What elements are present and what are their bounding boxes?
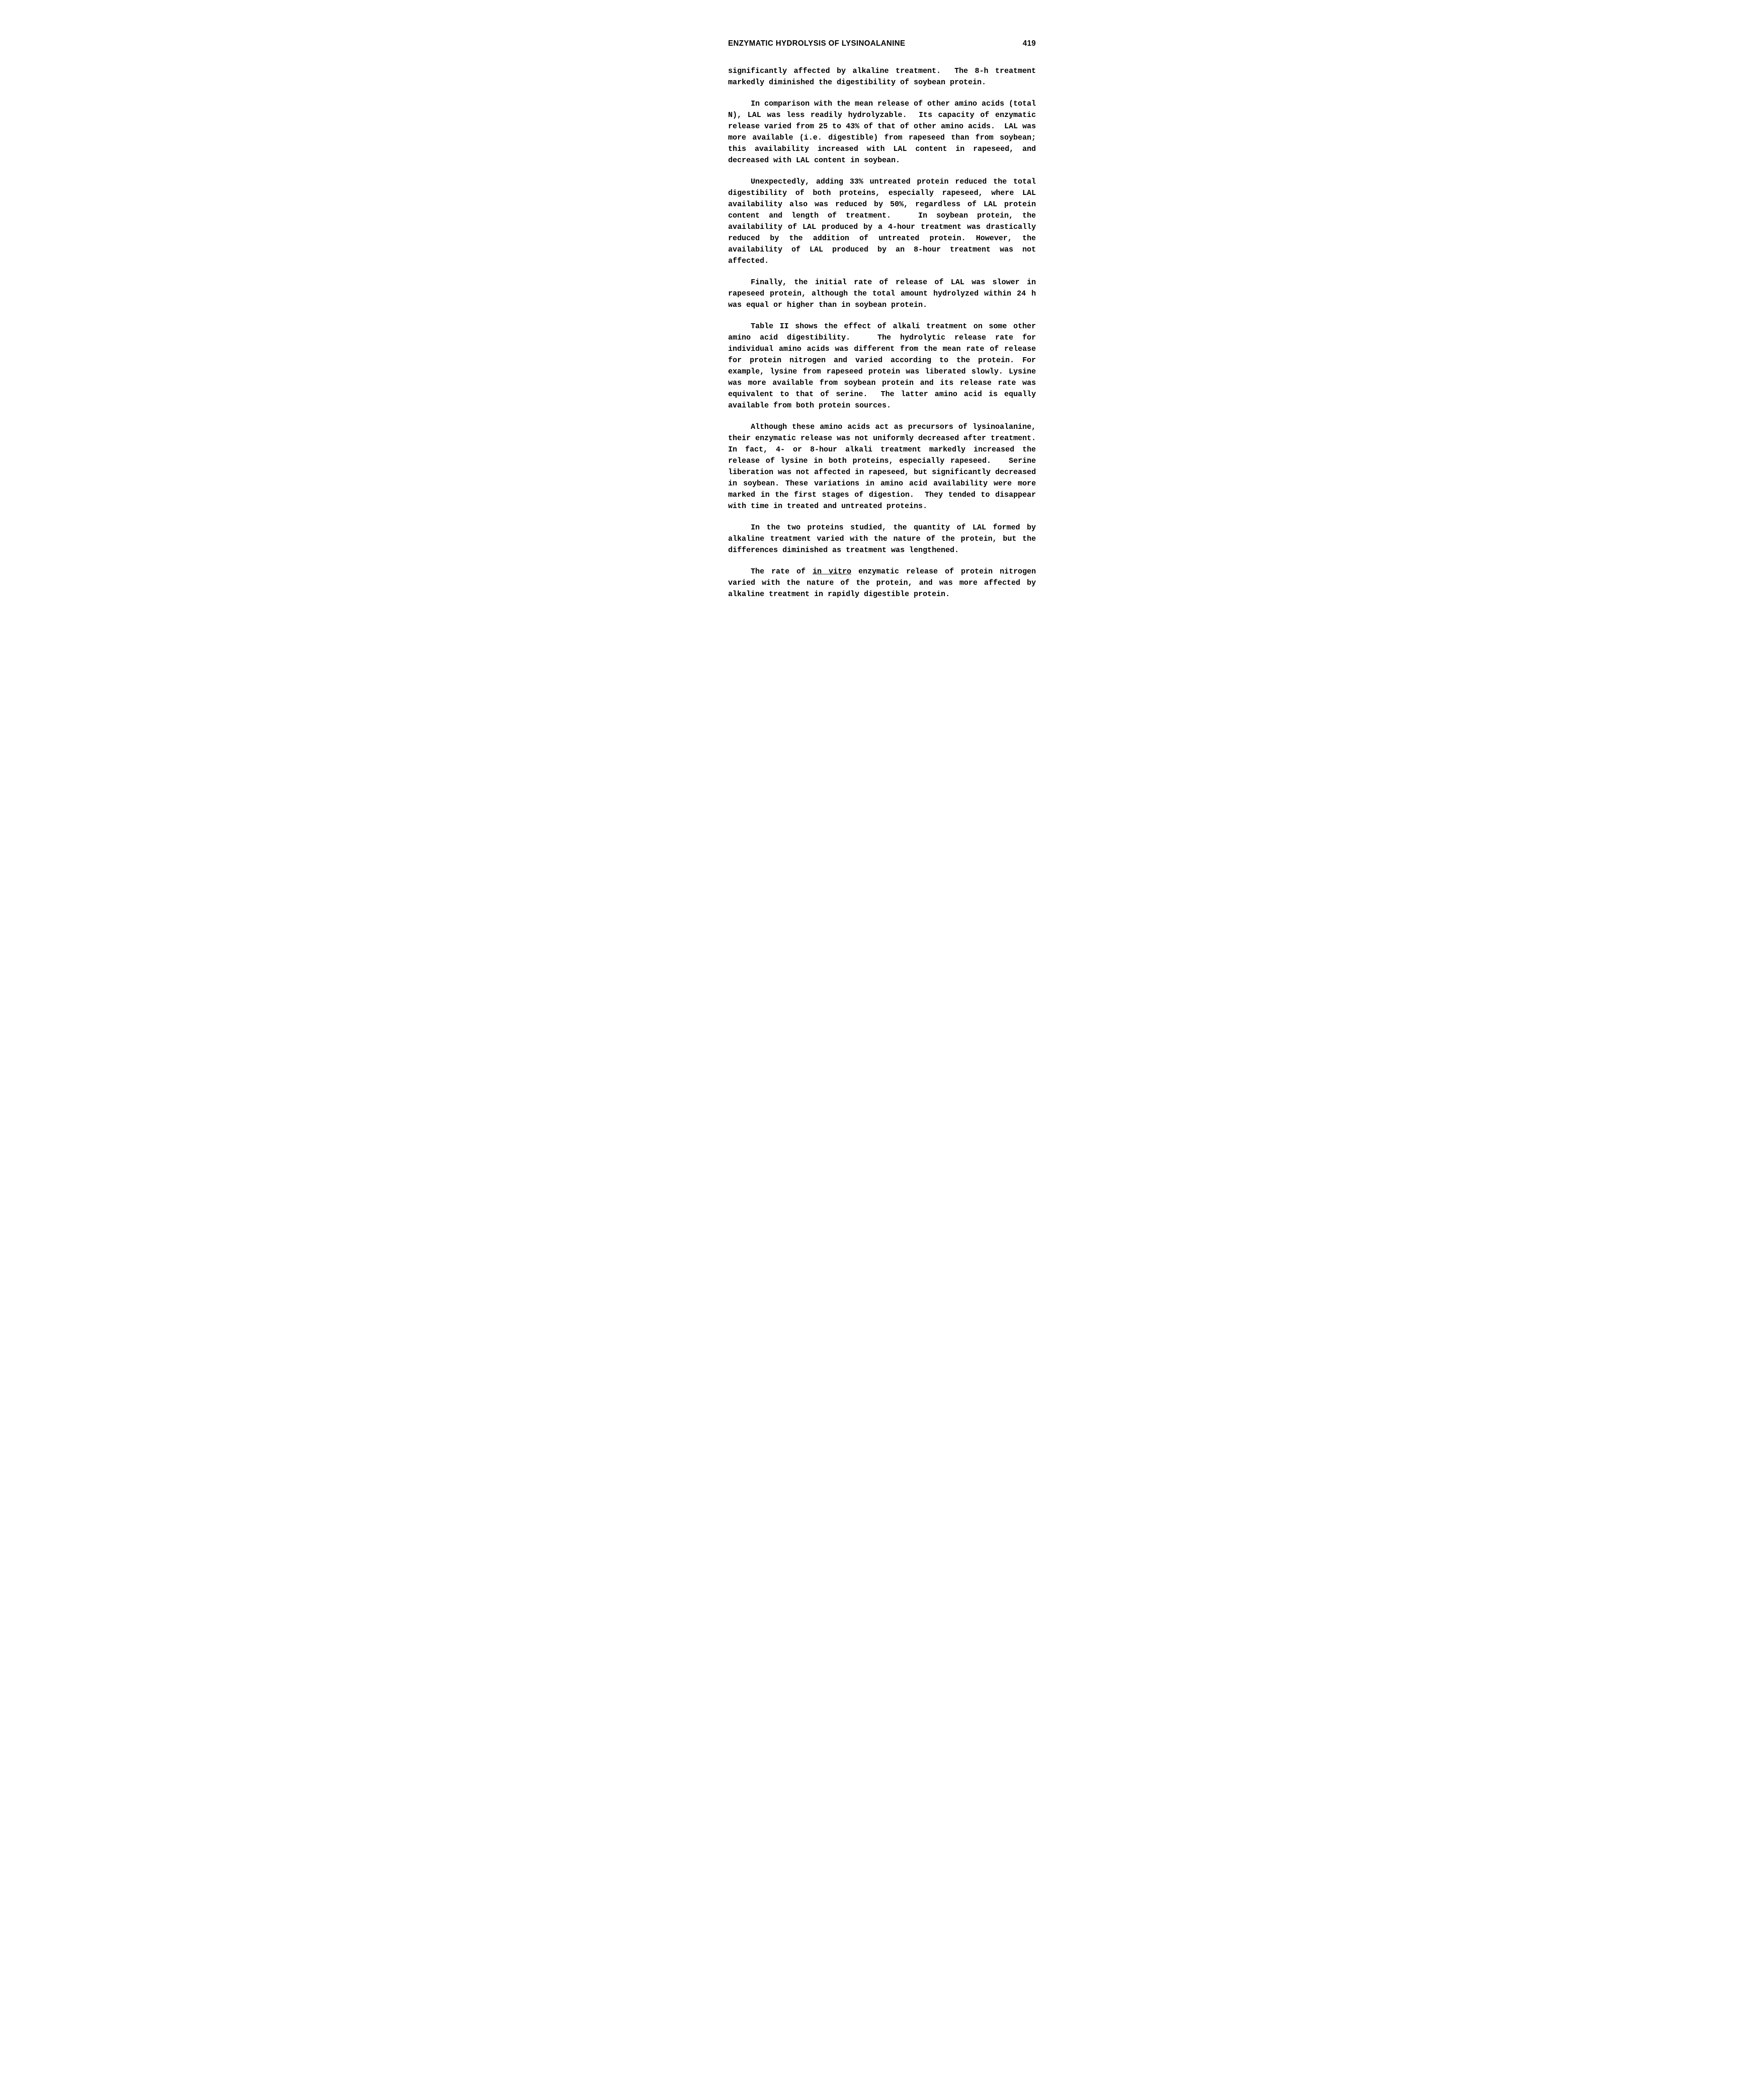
body-paragraph: Unexpectedly, adding 33% untreated prote… <box>728 176 1036 267</box>
body-paragraph: Table II shows the effect of alkali trea… <box>728 321 1036 412</box>
running-header: ENZYMATIC HYDROLYSIS OF LYSINOALANINE 41… <box>728 38 1036 49</box>
page-content: ENZYMATIC HYDROLYSIS OF LYSINOALANINE 41… <box>728 38 1036 600</box>
body-paragraph: Finally, the initial rate of release of … <box>728 277 1036 311</box>
body-paragraph: In the two proteins studied, the quantit… <box>728 522 1036 556</box>
body-paragraph: In comparison with the mean release of o… <box>728 99 1036 166</box>
body-paragraph: significantly affected by alkaline treat… <box>728 66 1036 88</box>
page-number: 419 <box>1023 38 1036 49</box>
body-paragraph: Although these amino acids act as precur… <box>728 422 1036 512</box>
body-paragraph: The rate of in vitro enzymatic release o… <box>728 566 1036 600</box>
text-run: The rate of <box>751 568 813 576</box>
in-vitro-phrase: in vitro <box>813 568 851 576</box>
header-title: ENZYMATIC HYDROLYSIS OF LYSINOALANINE <box>728 38 905 49</box>
